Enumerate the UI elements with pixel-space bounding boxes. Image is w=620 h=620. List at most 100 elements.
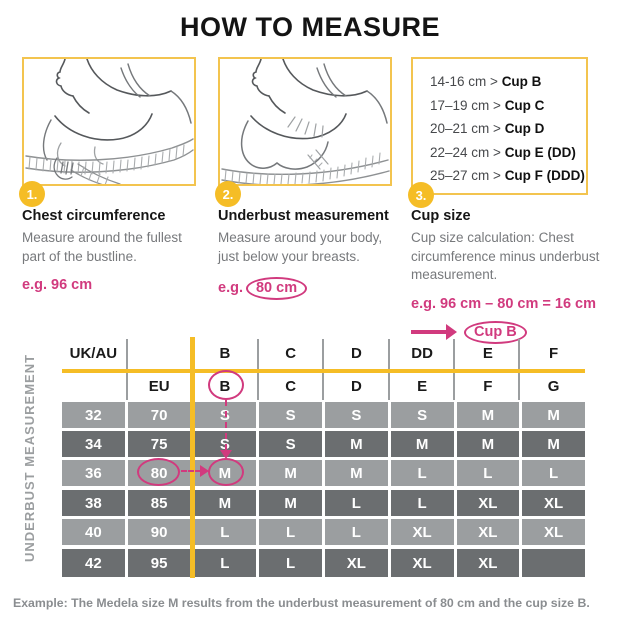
- cup-name: Cup E (DD): [504, 144, 576, 160]
- table-header-row-ukau: UK/AU B C D DD E F: [62, 338, 585, 369]
- step-3-body-line: measurement.: [411, 267, 498, 282]
- chest-measure-illustration: [25, 59, 194, 184]
- step-2-badge: 2.: [215, 181, 241, 207]
- row-cell: M: [390, 431, 454, 457]
- row-cell: 40: [62, 519, 125, 545]
- underbust-measure-illustration-box: [218, 57, 392, 186]
- step-2-text: Underbust measurement Measure around you…: [218, 208, 410, 300]
- step-2-example: e.g. 80 cm: [218, 277, 410, 300]
- header-cell: B: [219, 345, 231, 362]
- row-cell: XL: [456, 490, 520, 516]
- highlight-circle-size-m: [208, 458, 244, 486]
- row-cell: M: [325, 431, 388, 457]
- row-cell: [522, 549, 585, 577]
- row-cell: L: [325, 519, 388, 545]
- row-cell: L: [193, 519, 257, 545]
- row-cell: 70: [127, 402, 191, 428]
- chest-measure-illustration-box: [22, 57, 196, 186]
- step-3-badge: 3.: [408, 182, 434, 208]
- cup-range-item: 25–27 cm > Cup F (DDD): [430, 164, 586, 188]
- table-row: 42 95 L L XL XL XL: [62, 549, 585, 577]
- row-cell: S: [259, 431, 322, 457]
- step-3-body-line: Cup size calculation: Chest: [411, 230, 574, 245]
- row-cell: XL: [390, 519, 454, 545]
- cup-range-text: 20–21 cm >: [430, 121, 501, 137]
- row-cell: M: [193, 490, 257, 516]
- cup-range-item: 22–24 cm > Cup E (DD): [430, 141, 586, 165]
- row-cell: 95: [127, 549, 191, 577]
- table-row: 38 85 M M L L XL XL: [62, 490, 585, 516]
- yellow-divider-horizontal: [62, 369, 585, 373]
- row-cell: XL: [325, 549, 388, 577]
- header-cell: EU: [148, 378, 170, 395]
- row-cell: M: [325, 460, 388, 486]
- header-cell: E: [417, 378, 428, 395]
- example-footnote: Example: The Medela size M results from …: [13, 596, 590, 610]
- row-cell: L: [325, 490, 388, 516]
- dashed-arrow-down: [225, 400, 227, 450]
- step-1-body-line: part of the bustline.: [22, 248, 137, 264]
- cup-range-item: 20–21 cm > Cup D: [430, 117, 586, 141]
- step-1-body-line: Measure around the fullest: [22, 230, 182, 245]
- row-cell: 32: [62, 402, 125, 428]
- table-header-row-eu: EU B C D E F G: [62, 373, 585, 400]
- row-cell: L: [193, 549, 257, 577]
- cup-range-item: 17–19 cm > Cup C: [430, 94, 586, 118]
- row-cell: M: [456, 431, 520, 457]
- highlight-circle-header-b: [208, 370, 244, 400]
- highlight-circle-eu-80: [137, 458, 180, 486]
- underbust-measure-illustration: [221, 59, 390, 184]
- cup-range-text: 14-16 cm >: [430, 74, 498, 89]
- row-cell: 90: [127, 519, 191, 545]
- header-cell: D: [350, 378, 362, 395]
- row-cell: 42: [62, 549, 125, 577]
- row-cell: 85: [127, 490, 191, 516]
- underbust-axis-label: UNDERBUST MEASUREMENT: [22, 353, 37, 563]
- header-cell: C: [285, 378, 297, 395]
- row-cell: L: [456, 460, 520, 486]
- cup-range-text: 17–19 cm >: [430, 97, 501, 113]
- arrow-right-icon: [411, 324, 457, 340]
- row-cell: XL: [390, 549, 454, 577]
- header-cell: DD: [411, 345, 433, 362]
- row-cell: L: [522, 460, 585, 486]
- step-2-heading: Underbust measurement: [218, 208, 389, 224]
- row-cell: S: [390, 402, 454, 428]
- table-row: 32 70 S S S S M M: [62, 402, 585, 428]
- step-2-body-line: Measure around your body,: [218, 230, 383, 245]
- step-3-text: Cup size Cup size calculation: Chest cir…: [411, 208, 616, 344]
- row-cell: 34: [62, 431, 125, 457]
- row-cell: L: [390, 490, 454, 516]
- header-cell: F: [483, 378, 493, 395]
- row-cell: M: [522, 431, 585, 457]
- step-3-body-line: circumference minus underbust: [411, 248, 600, 264]
- cup-name: Cup F (DDD): [504, 168, 585, 184]
- cup-name: Cup B: [501, 74, 542, 89]
- row-cell: XL: [522, 490, 585, 516]
- circled-value-80cm: 80 cm: [245, 277, 308, 300]
- row-cell: 75: [127, 431, 191, 457]
- row-cell: 38: [62, 490, 125, 516]
- table-row-highlighted: 36 80 M M M L L L: [62, 460, 585, 486]
- header-cell: E: [482, 345, 493, 362]
- row-cell: XL: [456, 549, 520, 577]
- row-cell: L: [259, 549, 322, 577]
- step-1-text: Chest circumference Measure around the f…: [22, 208, 214, 293]
- arrow-down-icon: [220, 450, 232, 459]
- header-cell: [128, 338, 191, 369]
- row-cell: L: [390, 460, 454, 486]
- header-cell: D: [350, 345, 362, 362]
- row-cell: M: [522, 402, 585, 428]
- row-cell: L: [259, 519, 322, 545]
- step-3-example: e.g. 96 cm – 80 cm = 16 cm: [411, 295, 597, 312]
- table-row: 34 75 S S M M M M: [62, 431, 585, 457]
- row-cell: M: [259, 490, 322, 516]
- row-cell: M: [456, 402, 520, 428]
- cup-name: Cup C: [504, 97, 545, 113]
- arrow-right-icon: [200, 465, 209, 477]
- row-cell: M: [259, 460, 322, 486]
- cup-range-item: 14-16 cm > Cup B: [430, 70, 586, 94]
- step-1-example: e.g. 96 cm: [22, 277, 93, 293]
- header-cell: [62, 373, 125, 400]
